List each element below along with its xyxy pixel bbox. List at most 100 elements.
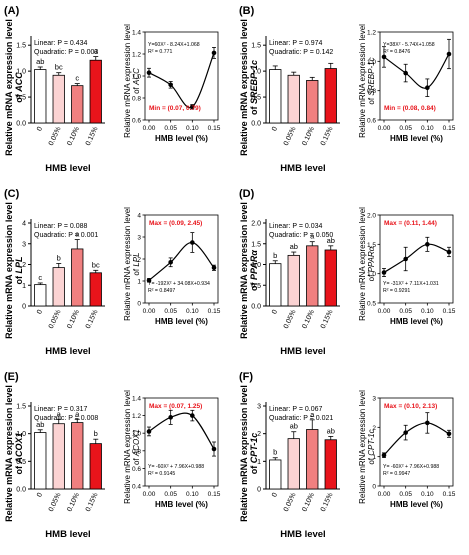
significance-letter: a [57,409,62,418]
significance-letter: b [57,253,61,262]
fit-x-tick-label: 0.10 [186,308,199,315]
fit-x-tick-label: 0.15 [208,308,221,315]
fit-extreme-label: Max = (0.11, 1.44) [384,220,437,227]
fit-y-title-of: of [367,456,376,465]
bar-category-label: 0 [271,309,279,316]
bar [89,443,102,490]
fit-data-point [146,429,152,434]
bar-category-label: 0.05% [48,492,63,513]
stats-quadratic: Quadratic: P = 0.003 [34,49,98,56]
fit-y-title-line2: of CPT-1c [367,429,376,464]
y-title-line2: of PPARα [249,250,259,291]
fit-y-tick-label: 0 [372,484,376,491]
fit-x-tick-label: 0.05 [399,125,412,132]
fit-plot-frame [144,397,219,487]
fit-y-title-of: of [367,272,376,281]
fit-y-title-line2: of LPL [132,252,141,275]
bar [306,245,319,307]
fit-r-squared: R² = 0.8497 [148,288,175,294]
fit-y-tick-label: 1.4 [132,396,141,403]
fit-y-tick-label: 0.6 [367,118,376,125]
bar-category-label: 0.15% [320,492,335,513]
fit-y-axis-title: Relative mRNA expression levelof ACOX1 [123,390,141,504]
fit-data-point [190,104,195,110]
panel-letter: (E) [4,371,19,383]
fit-curve [148,241,215,281]
bar-x-axis-title: HMB level [280,529,325,540]
fit-y-axis-title: Relative mRNA expression levelof ACC [123,24,141,138]
significance-letter: c [38,273,42,282]
bar-category-label: 0.15% [85,492,100,513]
fit-x-axis-title: HMB level (%) [155,500,208,509]
y-title-gene: LPL [14,257,24,274]
fit-curve [148,412,215,450]
y-title-of: of [14,464,24,475]
bar [71,422,84,490]
bar-y-tick-label: 1.0 [16,431,26,438]
stats-linear: Linear: P = 0.088 [34,223,87,230]
fit-extreme-label: Min = (0.07, 0.79) [149,105,201,112]
fit-r-squared: R² = 0.9145 [148,471,175,477]
significance-letter: a [310,232,315,241]
fit-y-title-line2: of PPARα [367,246,376,281]
bar-category-label: 0.15% [85,309,100,330]
fit-y-tick-label: 1.2 [132,52,141,59]
y-title-line1: Relative mRNA expression level [239,19,249,156]
fit-y-tick-label: 1.2 [367,30,376,37]
fit-y-title-of: of [132,456,141,465]
fit-y-axis-title: Relative mRNA expression levelof LPL [123,207,141,321]
fit-equation: Y= -31X² + 7.11X+1.031 [383,281,439,287]
fit-y-title-line2: of ACC [132,68,141,94]
y-title-line1: Relative mRNA expression level [239,385,249,522]
bar-y-tick-label: 1.5 [16,404,26,411]
fit-x-axis-title: HMB level (%) [155,134,208,143]
bar-category-label: 0 [36,492,44,499]
y-title-gene: ACOX1 [14,432,24,464]
fit-curve [383,53,450,89]
fit-y-tick-label: 0.4 [132,484,141,491]
bar-category-label: 0.05% [283,309,298,330]
bar [89,59,102,124]
fit-equation: Y= -60X² + 7.96X+0.988 [148,464,204,470]
bar-y-tick-label: 2 [22,262,26,269]
bar [52,423,65,490]
bar-y-tick-label: 0 [22,304,26,311]
bar-category-label: 0.15% [85,126,100,147]
stats-linear: Linear: P = 0.067 [269,406,322,413]
bar-y-tick-label: 4 [22,221,26,228]
stats-quadratic: Quadratic: P = 0.001 [34,232,98,239]
y-title-line1: Relative mRNA expression level [239,202,249,339]
significance-letter: b [273,448,277,457]
fit-y-tick-label: 1.0 [132,74,141,81]
bar-y-tick-label: 0.0 [16,121,26,128]
fit-y-title-line2: of ACOX1 [132,429,141,465]
bar-category-label: 0.10% [66,309,81,330]
bar-category-label: 0 [271,126,279,133]
stats-linear: Linear: P = 0.317 [34,406,87,413]
panel-letter: (D) [239,188,255,200]
y-title-line2: of LPL [14,257,24,285]
fit-y-tick-label: 0.8 [132,448,141,455]
stats-linear: Linear: P = 0.974 [269,40,322,47]
bar-y-tick-label: 0.5 [251,95,261,102]
fit-x-tick-label: 0.05 [164,308,177,315]
bar [306,429,319,490]
y-title-of: of [249,104,259,115]
fit-x-tick-label: 0.00 [378,308,391,315]
fit-y-tick-label: 1.0 [132,431,141,438]
bar-y-tick-label: 0.0 [251,121,261,128]
fit-y-tick-label: 1 [372,454,376,461]
fit-y-axis-title: Relative mRNA expression levelof SREBP-1… [358,24,376,138]
bar [52,267,65,307]
fit-plot-frame [379,397,454,487]
fit-data-point [168,82,173,88]
stats-quadratic: Quadratic: P = 0.008 [34,415,98,422]
bar-y-axis-title: Relative mRNA expression levelof PPARα [239,202,259,339]
fit-data-point [446,249,452,255]
fit-data-point [190,240,195,245]
fit-x-tick-label: 0.15 [208,491,221,498]
bar-y-tick-label: 1.5 [251,241,261,248]
bar [52,74,65,124]
fit-y-tick-label: 1.2 [132,413,141,420]
